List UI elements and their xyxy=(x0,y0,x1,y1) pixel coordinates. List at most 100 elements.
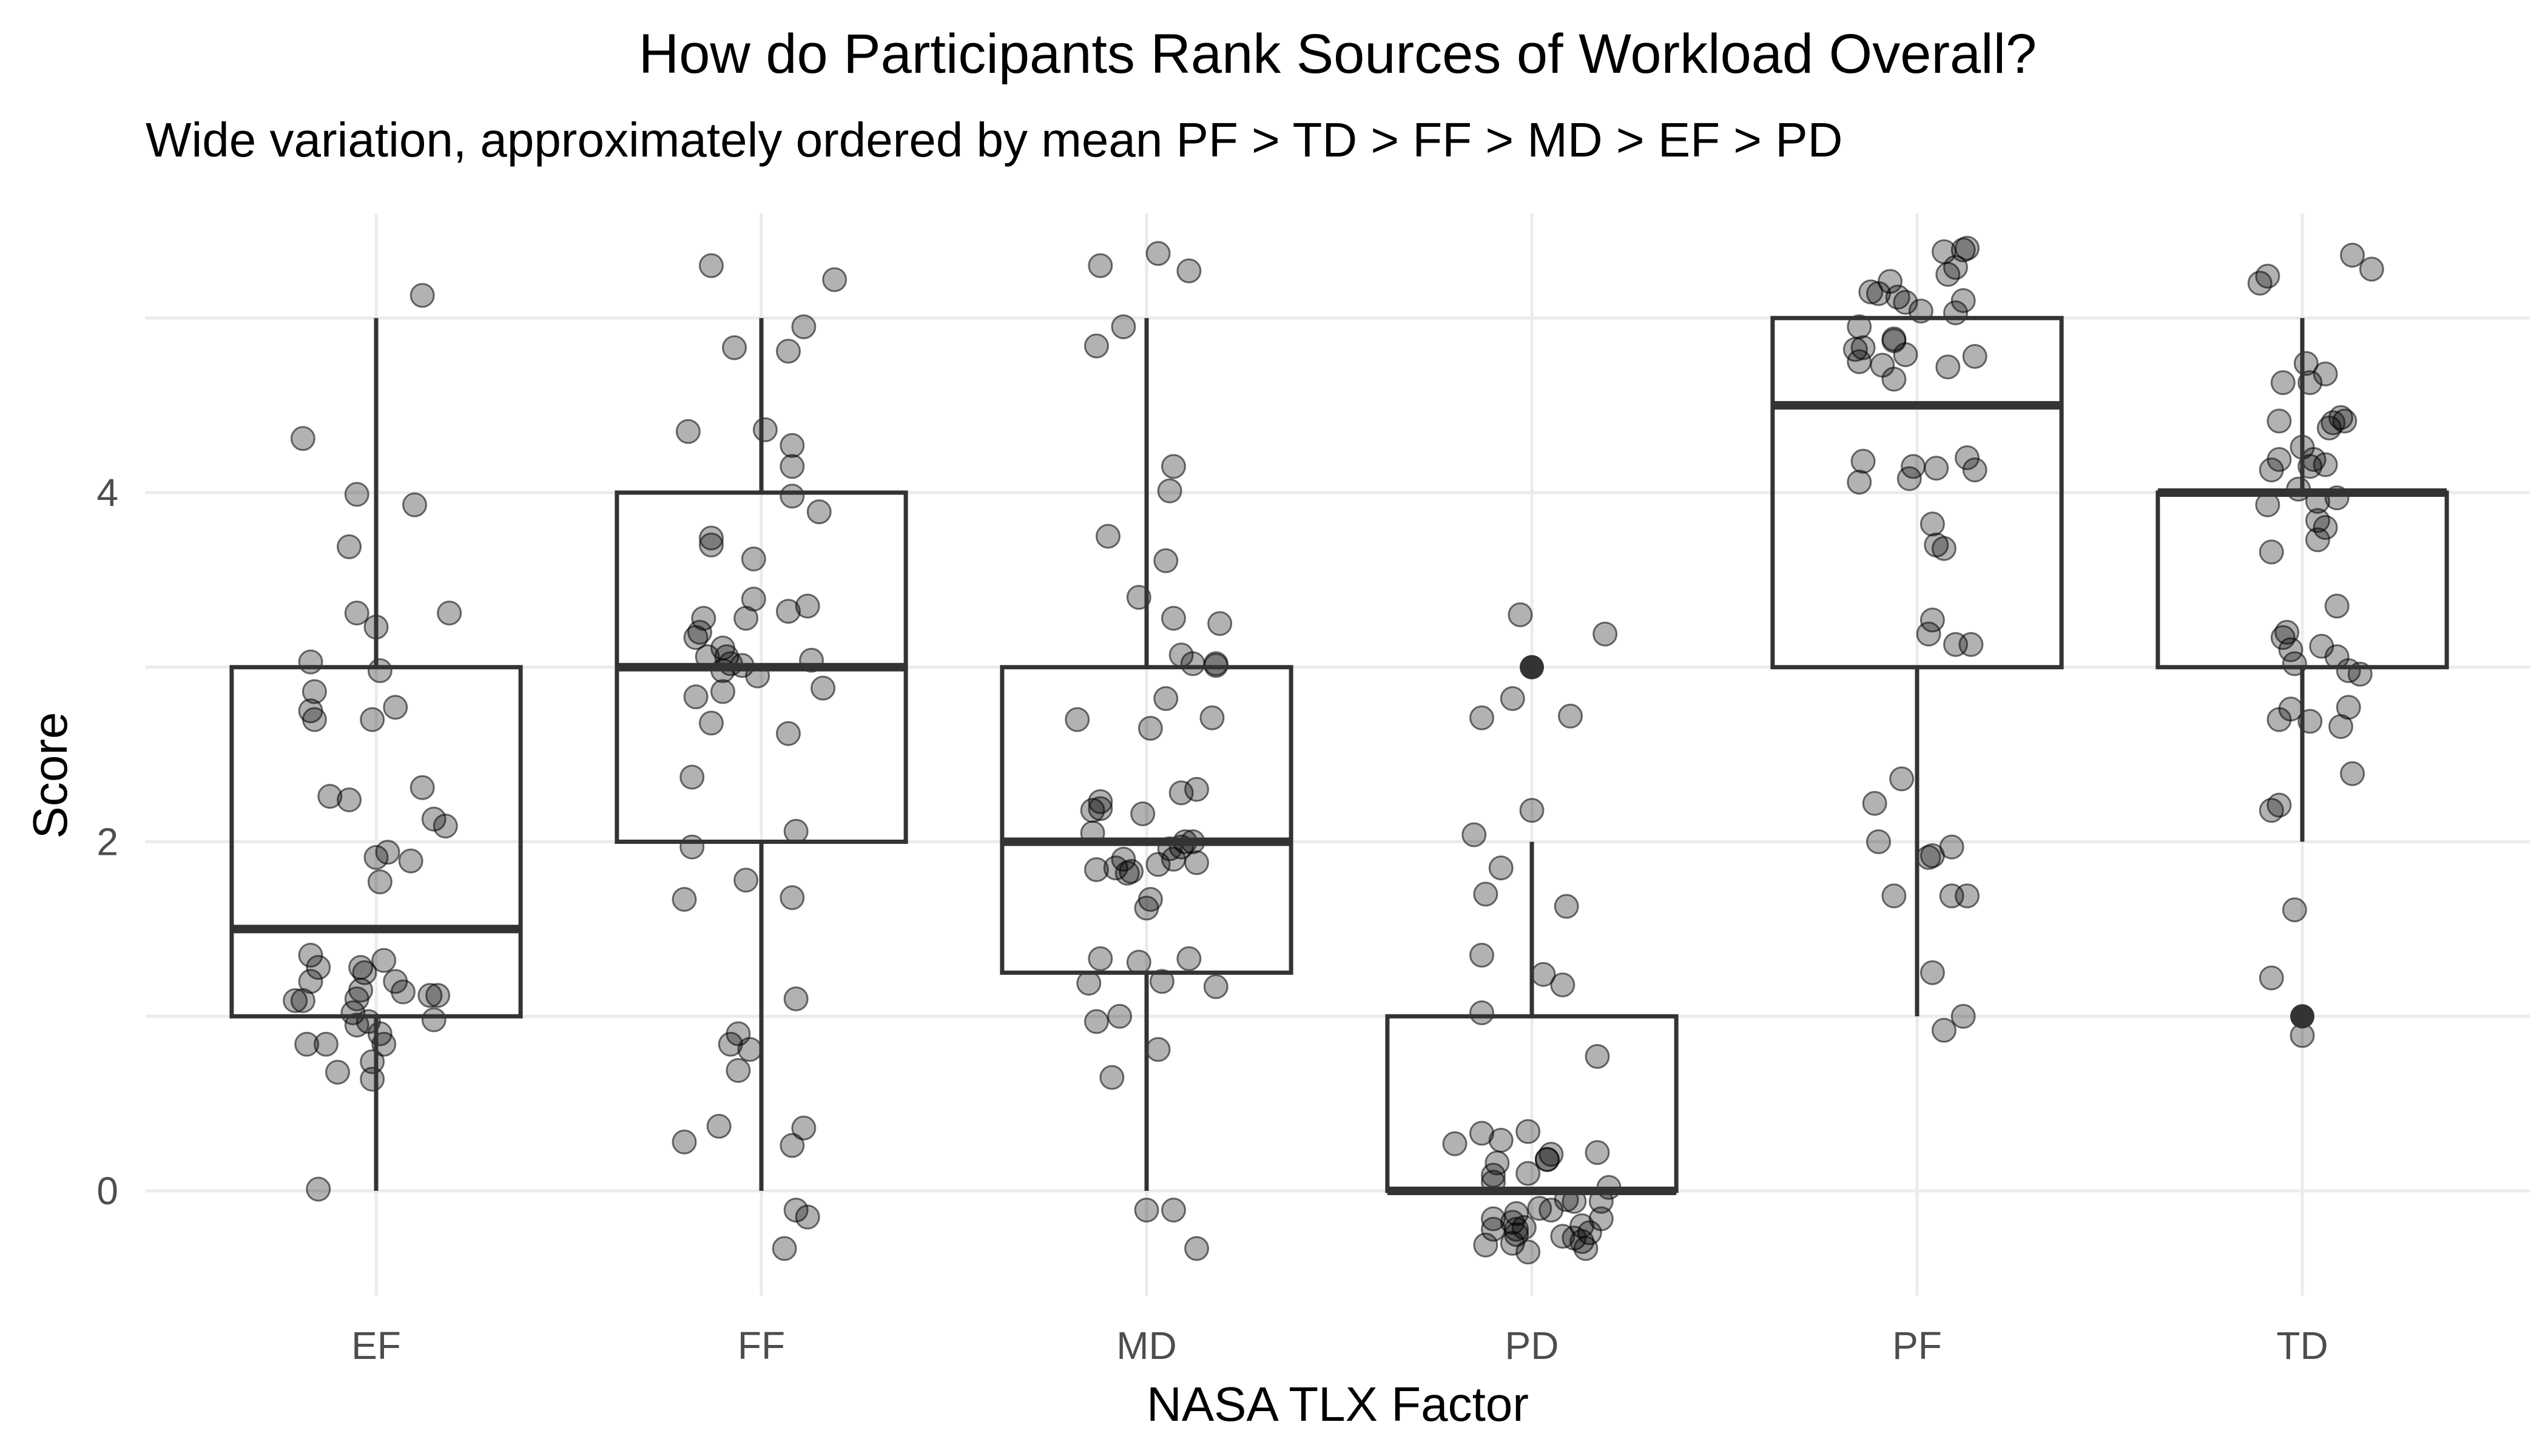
jitter-point xyxy=(1500,1230,1525,1256)
jitter-point xyxy=(1962,344,1987,369)
box-iqr xyxy=(1770,315,2064,670)
jitter-point xyxy=(1469,943,1494,968)
box-iqr xyxy=(1000,665,1293,975)
jitter-point xyxy=(410,283,435,308)
jitter-point xyxy=(2313,361,2338,386)
jitter-point xyxy=(1153,548,1179,573)
jitter-point xyxy=(2340,243,2365,268)
jitter-point xyxy=(1550,1224,1576,1249)
jitter-point xyxy=(1076,971,1102,996)
jitter-point xyxy=(1119,858,1144,884)
jitter-point xyxy=(2313,515,2338,541)
jitter-point xyxy=(726,1057,751,1083)
jitter-point xyxy=(2320,410,2346,436)
jitter-point xyxy=(1850,335,1876,360)
jitter-point xyxy=(775,721,801,746)
jitter-point xyxy=(1481,1206,1506,1232)
jitter-point xyxy=(1469,1121,1494,1146)
jitter-point xyxy=(344,601,369,626)
y-axis-title: Score xyxy=(23,712,77,839)
jitter-point xyxy=(672,1129,697,1154)
jitter-point xyxy=(1099,1065,1125,1090)
jitter-point xyxy=(1473,881,1498,907)
jitter-point xyxy=(1858,279,1884,305)
jitter-point xyxy=(683,625,709,650)
jitter-point xyxy=(698,525,724,551)
jitter-point xyxy=(1515,1239,1541,1265)
jitter-point xyxy=(2259,539,2284,565)
jitter-point xyxy=(1168,780,1194,806)
x-axis-ticks: EF FF MD PD PF TD xyxy=(351,1324,2328,1367)
jitter-point xyxy=(822,267,848,292)
jitter-point xyxy=(1916,621,1941,647)
jitter-point xyxy=(2324,593,2350,619)
jitter-point xyxy=(733,605,759,631)
jitter-point xyxy=(783,986,809,1011)
jitter-point xyxy=(1145,852,1171,877)
jitter-point xyxy=(1084,333,1109,359)
box-iqr xyxy=(1385,1014,1679,1193)
jitter-point xyxy=(1508,602,1533,627)
jitter-point xyxy=(1084,1009,1109,1034)
jitter-point xyxy=(1935,354,1961,380)
jitter-point xyxy=(1550,972,1576,997)
jitter-point xyxy=(1096,524,1121,549)
jitter-point xyxy=(402,492,427,517)
jitter-point xyxy=(1145,241,1171,266)
jitter-point xyxy=(698,710,724,736)
jitter-point xyxy=(1130,801,1156,826)
jitter-point xyxy=(1924,456,1949,481)
x-tick-label: TD xyxy=(2276,1324,2328,1367)
jitter-point xyxy=(363,844,389,870)
jitter-point xyxy=(698,532,724,558)
jitter-point xyxy=(795,593,820,619)
outlier-point xyxy=(2290,1004,2314,1029)
jitter-point xyxy=(675,419,701,444)
jitter-point xyxy=(313,1031,339,1057)
jitter-point xyxy=(2305,508,2330,533)
jitter-point xyxy=(2267,707,2292,732)
x-tick-label: EF xyxy=(351,1324,401,1367)
x-tick-label: MD xyxy=(1116,1324,1177,1367)
chart-subtitle: Wide variation, approximately ordered by… xyxy=(146,113,1842,167)
jitter-point xyxy=(1931,536,1956,561)
jitter-point xyxy=(1862,790,1887,816)
jitter-point xyxy=(1585,1140,1610,1165)
jitter-point xyxy=(417,983,443,1008)
x-tick-label: PF xyxy=(1892,1324,1942,1367)
jitter-point xyxy=(1084,857,1109,883)
jitter-point xyxy=(1919,960,1945,985)
jitter-point xyxy=(1065,707,1090,732)
jitter-point xyxy=(1534,1147,1560,1172)
jitter-point xyxy=(1943,255,1968,280)
jitter-point xyxy=(1107,1003,1133,1029)
jitter-point xyxy=(1962,457,1987,483)
jitter-point xyxy=(437,601,462,626)
jitter-point xyxy=(1950,288,1976,313)
jitter-point xyxy=(2267,408,2292,434)
jitter-point xyxy=(325,1059,350,1085)
jitter-point xyxy=(290,426,315,451)
jitter-point xyxy=(290,988,315,1013)
jitter-point xyxy=(2328,714,2353,740)
jitter-point xyxy=(371,948,397,973)
jitter-point xyxy=(283,988,308,1013)
box-iqr xyxy=(2155,490,2449,670)
jitter-point xyxy=(1161,605,1186,631)
jitter-point xyxy=(1504,1216,1529,1242)
y-tick-label: 4 xyxy=(96,471,118,514)
jitter-point xyxy=(2282,897,2307,923)
jitter-point xyxy=(390,979,416,1005)
jitter-point xyxy=(2259,457,2284,483)
x-tick-label: PD xyxy=(1505,1324,1559,1367)
jitter-point xyxy=(1955,883,1980,909)
jitter-point xyxy=(1088,253,1113,278)
jitter-point xyxy=(1919,607,1945,633)
jitter-point xyxy=(752,417,778,442)
x-axis-title: NASA TLX Factor xyxy=(1147,1377,1529,1431)
jitter-point xyxy=(1554,894,1579,919)
jitter-point xyxy=(780,885,805,911)
jitter-point xyxy=(1161,1198,1186,1223)
jitter-point xyxy=(1866,829,1891,854)
jitter-point xyxy=(2270,370,2296,396)
